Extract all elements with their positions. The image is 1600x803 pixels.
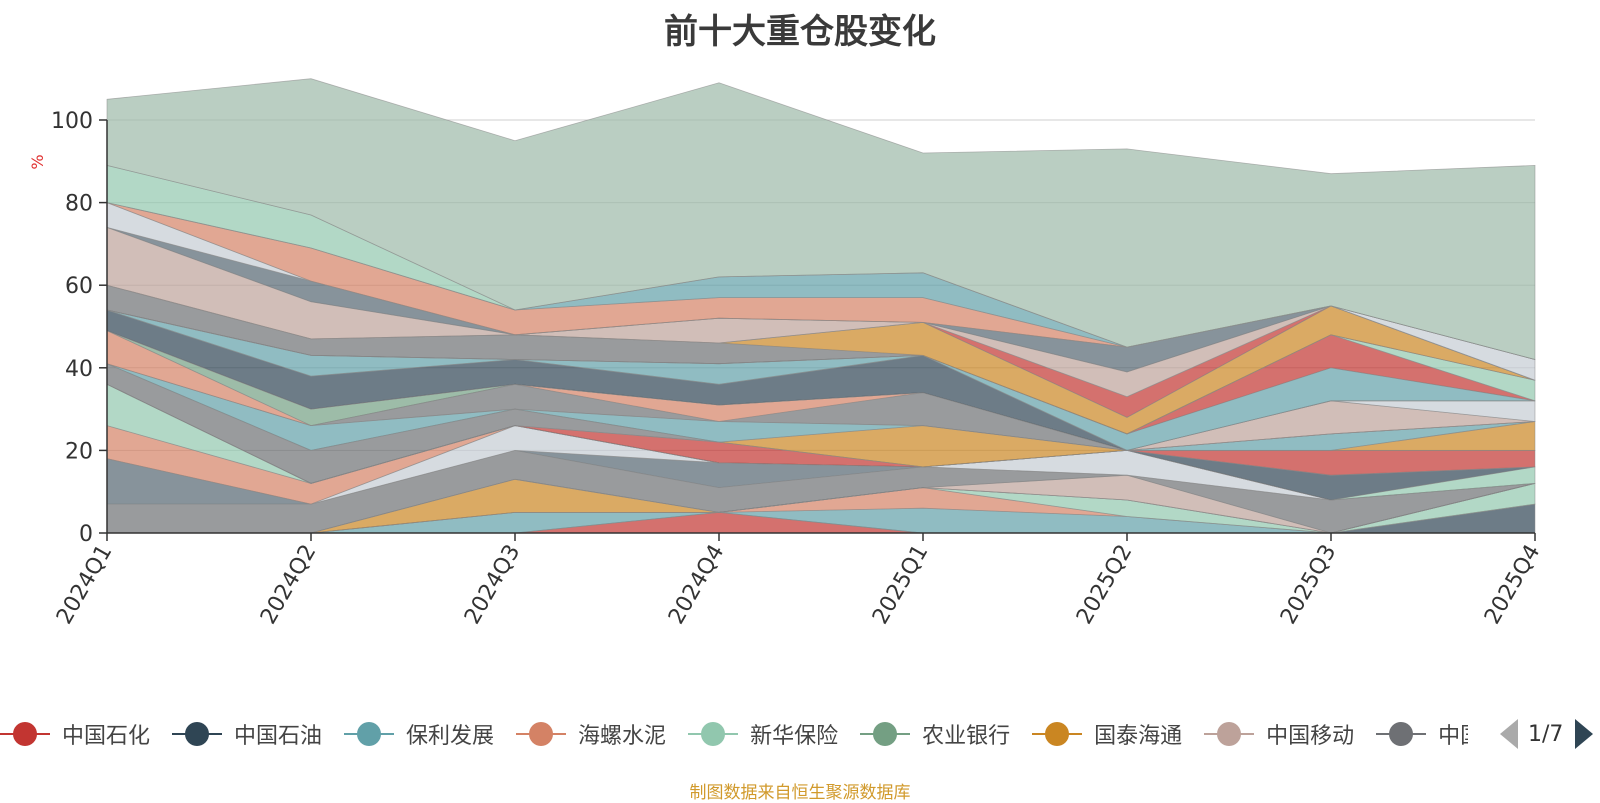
legend-symbol — [1204, 722, 1255, 746]
legend-symbol — [1376, 722, 1427, 746]
x-tick-label: 2024Q3 — [460, 541, 525, 629]
x-tick-label: 2025Q3 — [1276, 541, 1341, 629]
legend-item[interactable]: 农业银行 — [860, 716, 1010, 752]
legend-symbol — [0, 722, 50, 746]
y-axis-label: % — [28, 154, 47, 169]
legend-label: 中国石化 — [62, 724, 151, 749]
y-tick-label: 100 — [51, 109, 93, 134]
source-note: 制图数据来自恒生聚源数据库 — [689, 783, 911, 803]
x-tick-label: 2025Q1 — [868, 541, 933, 629]
x-tick-label: 2024Q2 — [256, 541, 321, 629]
x-tick-label: 2024Q1 — [52, 541, 117, 629]
legend-symbol — [516, 722, 567, 746]
y-tick-label: 20 — [65, 439, 93, 464]
legend-label: 海螺水泥 — [578, 724, 667, 749]
legend-label: 保利发展 — [406, 724, 495, 749]
y-tick-label: 60 — [65, 274, 93, 299]
legend-label: 国泰海通 — [1094, 724, 1183, 749]
legend-item[interactable]: 中国移动 — [1204, 716, 1354, 752]
legend-item[interactable]: 中国神华 — [1376, 716, 1468, 752]
legend-label: 中国神华 — [1438, 724, 1468, 749]
legend-symbol — [860, 722, 911, 746]
legend-next-page-button[interactable] — [1575, 719, 1594, 749]
chart-title: 前十大重仓股变化 — [664, 12, 936, 52]
area-其他 — [106, 78, 1536, 361]
legend-symbol — [172, 722, 223, 746]
legend: 中国石化 中国石油 保利发展 海螺水泥 新华保险 农业银行 国泰海通 中国移动 中国神华 — [0, 716, 1468, 752]
legend-item[interactable]: 中国石化 — [0, 716, 150, 752]
y-tick-label: 40 — [65, 357, 93, 382]
legend-label: 中国石油 — [234, 724, 323, 749]
y-tick-label: 80 — [65, 192, 93, 217]
legend-label: 农业银行 — [922, 724, 1011, 749]
legend-page-indicator: 1/7 — [1528, 721, 1564, 747]
legend-item[interactable]: 中国石油 — [172, 716, 322, 752]
legend-symbol — [344, 722, 395, 746]
x-tick-label: 2025Q4 — [1480, 541, 1545, 629]
legend-item[interactable]: 海螺水泥 — [516, 716, 666, 752]
legend-pager: 1/7 — [1500, 716, 1600, 752]
legend-item[interactable]: 保利发展 — [344, 716, 494, 752]
legend-symbol — [688, 722, 739, 746]
area-series — [106, 78, 1536, 534]
legend-item[interactable]: 国泰海通 — [1032, 716, 1182, 752]
x-tick-label: 2025Q2 — [1072, 541, 1137, 629]
legend-symbol — [1032, 722, 1083, 746]
x-tick-label: 2024Q4 — [664, 541, 729, 629]
legend-label: 中国移动 — [1266, 724, 1355, 749]
legend-item[interactable]: 新华保险 — [688, 716, 838, 752]
y-tick-label: 0 — [79, 522, 93, 547]
legend-label: 新华保险 — [750, 724, 839, 749]
legend-prev-page-button[interactable] — [1500, 719, 1518, 749]
